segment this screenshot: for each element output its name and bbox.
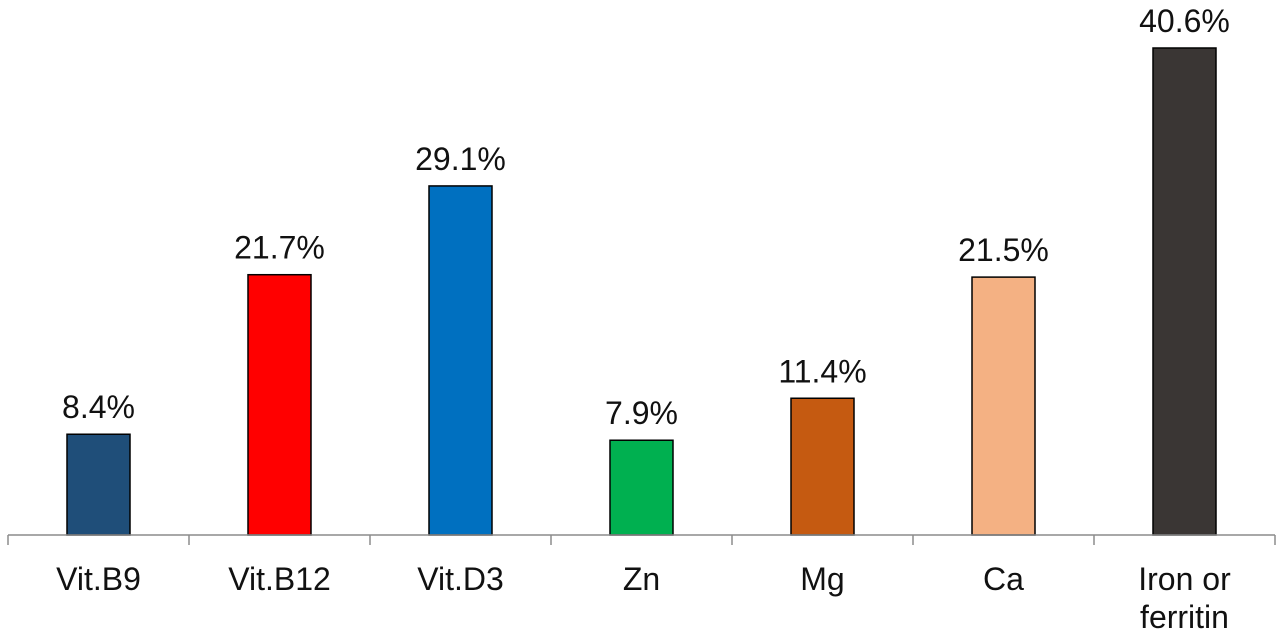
data-label: 21.5% [958,232,1049,268]
data-labels-group: 8.4% 21.7% 29.1% 7.9% 11.4% 21.5% 40.6% [62,3,1230,431]
data-label: 11.4% [778,353,866,389]
x-tick-label: Zn [623,561,660,597]
data-label: 29.1% [415,141,506,177]
bar-5 [971,276,1036,536]
bar-3 [609,439,674,536]
bar-4 [790,397,855,536]
x-tick-label: ferritin [1140,599,1229,635]
data-label: 21.7% [234,230,325,266]
bar-1 [247,273,312,536]
bar-2 [428,185,493,536]
x-tick-label: Vit.D3 [417,561,504,597]
bar-0 [66,433,131,536]
x-axis-ticks-group [7,535,1276,545]
x-tick-label: Vit.B12 [228,561,331,597]
x-tick-label: Iron or [1138,561,1231,597]
x-tick-label: Vit.B9 [56,561,141,597]
data-label: 40.6% [1139,3,1230,39]
x-tick-label: Mg [800,561,844,597]
data-label: 8.4% [62,389,135,425]
bar-6 [1152,47,1217,536]
x-tick-label: Ca [983,561,1024,597]
data-label: 7.9% [605,395,678,431]
bars-group [66,47,1217,536]
